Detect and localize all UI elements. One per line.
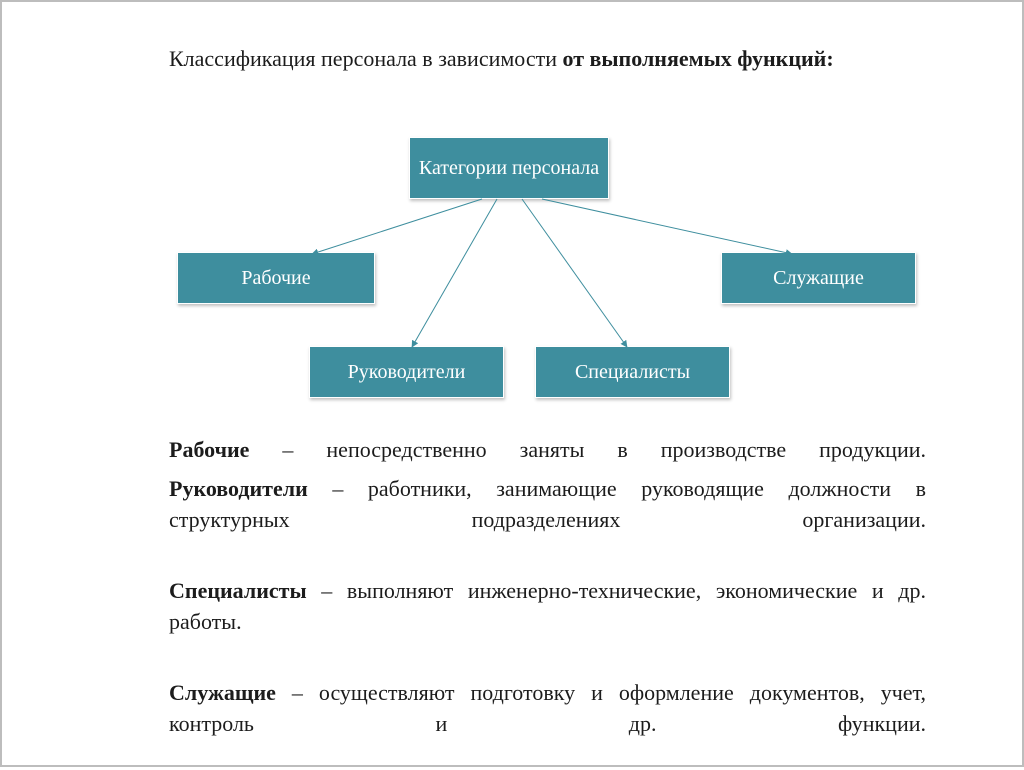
title-prefix: Классификация персонала в зависимости xyxy=(169,46,562,71)
definition-text: – непосредственно заняты в производстве … xyxy=(249,437,926,462)
slide-title: Классификация персонала в зависимости от… xyxy=(169,42,922,75)
node-managers: Руководители xyxy=(309,346,504,398)
node-workers-label: Рабочие xyxy=(241,267,310,290)
node-root-label: Категории персонала xyxy=(419,157,599,180)
definition-row: Служащие – осуществляют подготовку и офо… xyxy=(169,677,926,770)
definition-text: – осуществляют подготовку и оформление д… xyxy=(169,680,926,736)
definition-row: Рабочие – непосредственно заняты в произ… xyxy=(169,434,926,465)
title-bold: от выполняемых функций: xyxy=(562,46,833,71)
definition-term: Рабочие xyxy=(169,437,249,462)
definition-row: Специалисты – выполняют инженерно-технич… xyxy=(169,575,926,669)
node-specialists-label: Специалисты xyxy=(575,361,690,384)
node-managers-label: Руководители xyxy=(348,361,466,384)
node-employees: Служащие xyxy=(721,252,916,304)
node-workers: Рабочие xyxy=(177,252,375,304)
definition-term: Руководители xyxy=(169,476,308,501)
slide-frame: Классификация персонала в зависимости от… xyxy=(0,0,1024,767)
definition-term: Специалисты xyxy=(169,578,307,603)
node-specialists: Специалисты xyxy=(535,346,730,398)
node-employees-label: Служащие xyxy=(773,267,864,290)
definition-row: Руководители – работники, занимающие рук… xyxy=(169,473,926,567)
definition-term: Служащие xyxy=(169,680,276,705)
definitions-block: Рабочие – непосредственно заняты в произ… xyxy=(169,434,926,770)
node-root: Категории персонала xyxy=(409,137,609,199)
